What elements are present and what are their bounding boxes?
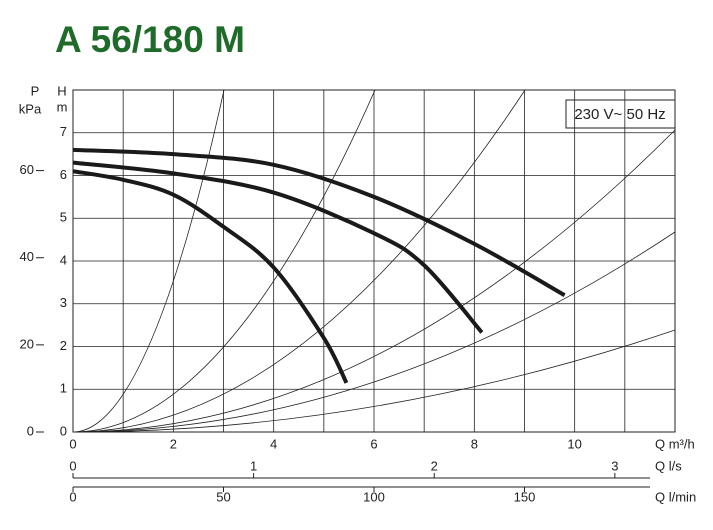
y2-tick-label: 20: [20, 336, 34, 351]
x-tick-label: 4: [270, 436, 277, 451]
y-tick-label: 5: [60, 210, 67, 225]
x-tick-label: 8: [471, 436, 478, 451]
y-tick-label: 2: [60, 338, 67, 353]
x-tick-label: 6: [370, 436, 377, 451]
x-tick-label: 10: [567, 436, 581, 451]
chart-title: A 56/180 M: [55, 19, 245, 60]
y-tick-label: 1: [60, 381, 67, 396]
pump-curve: [72, 147, 566, 297]
y2-label: P: [31, 83, 40, 98]
y2-tick-label: 60: [20, 162, 34, 177]
y2-tick-label: 40: [20, 249, 34, 264]
y2-label: kPa: [19, 101, 42, 116]
y-label: m: [57, 99, 68, 114]
annotation: 230 V~ 50 Hz: [574, 106, 665, 123]
y-tick-label: 4: [60, 252, 67, 267]
x2-tick-label: 0: [69, 458, 76, 473]
x-label: Q m³/h: [655, 436, 695, 451]
y2-tick-label: 0: [27, 423, 34, 438]
pump-curve: [72, 160, 484, 334]
y-tick-label: 7: [60, 124, 67, 139]
pump-curve: [72, 169, 349, 384]
x-tick-label: 0: [69, 436, 76, 451]
x3-tick-label: 50: [216, 489, 230, 504]
x-tick-label: 2: [170, 436, 177, 451]
x3-tick-label: 100: [363, 489, 385, 504]
annotation-box: [565, 99, 676, 129]
x3-tick-label: 0: [69, 489, 76, 504]
x2-tick-label: 1: [250, 458, 257, 473]
x3-tick-label: 150: [514, 489, 536, 504]
y-tick-label: 6: [60, 167, 67, 182]
y-label: H: [57, 83, 66, 98]
y-tick-label: 3: [60, 295, 67, 310]
x2-label: Q l/s: [655, 458, 682, 473]
y-tick-label: 0: [60, 423, 67, 438]
x3-label: Q l/min: [655, 489, 696, 504]
x2-tick-label: 3: [611, 458, 618, 473]
x2-tick-label: 2: [431, 458, 438, 473]
